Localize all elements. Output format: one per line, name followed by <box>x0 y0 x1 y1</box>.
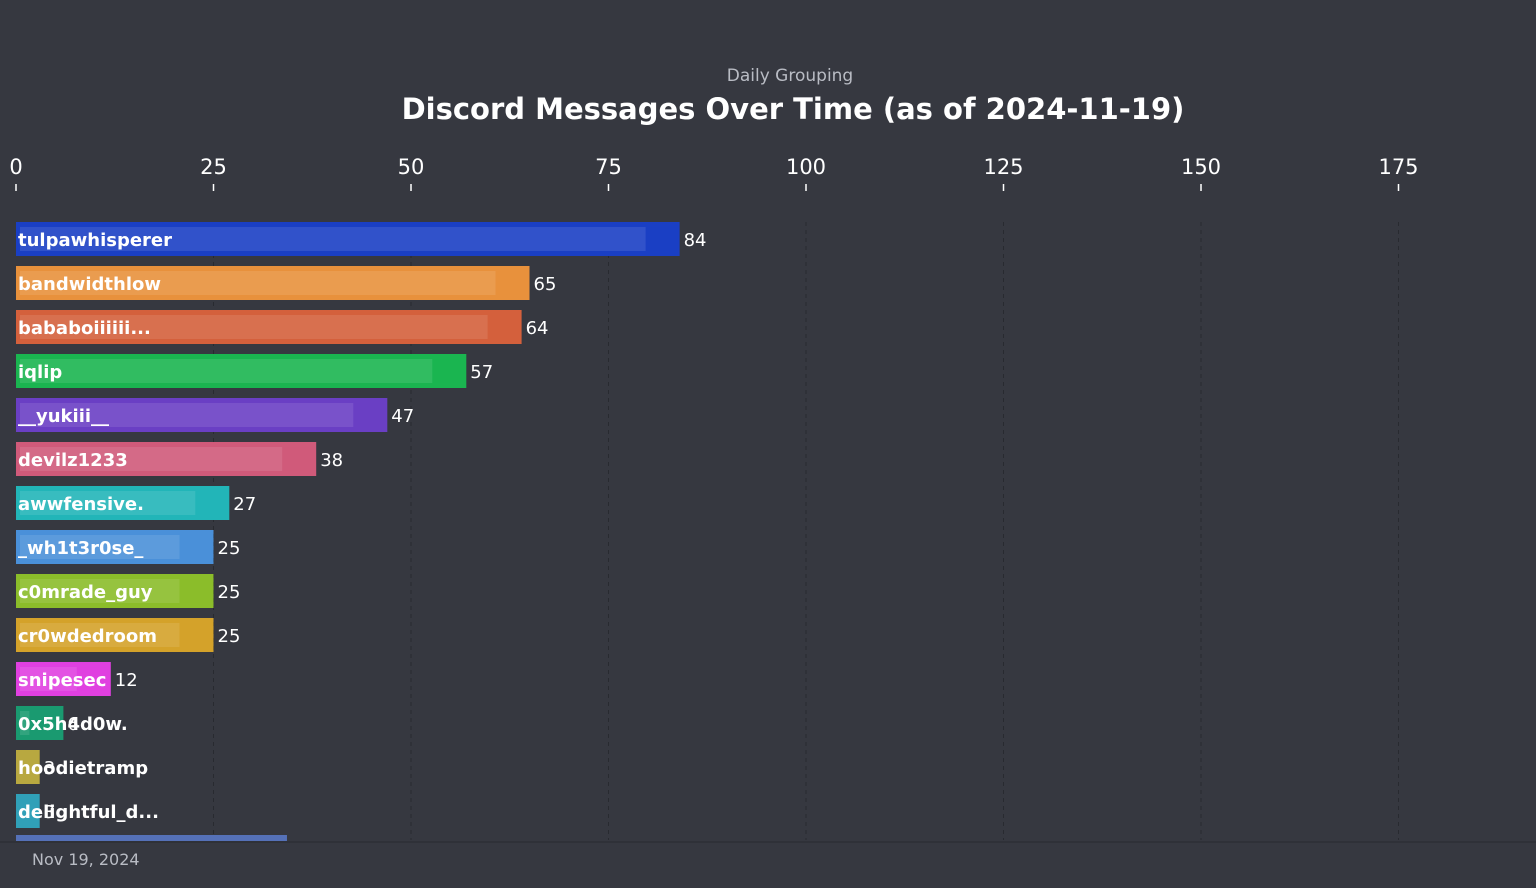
bar <box>16 310 522 344</box>
bar-value-label: 25 <box>218 538 241 559</box>
partial-bar-group <box>0 835 1536 888</box>
bar-highlight <box>20 403 354 427</box>
bar-value-label: 12 <box>115 670 138 691</box>
chart-title: Discord Messages Over Time (as of 2024-1… <box>402 92 1185 126</box>
bar <box>16 794 40 828</box>
x-tick-label: 150 <box>1181 155 1221 179</box>
bar-category-label: c0mrade_guy <box>18 582 153 603</box>
x-tick-label: 100 <box>786 155 826 179</box>
bar-value-label: 25 <box>218 582 241 603</box>
bar <box>16 662 111 696</box>
x-tick-label: 175 <box>1378 155 1418 179</box>
bar-value-label: 38 <box>320 450 343 471</box>
bar-value-label: 27 <box>233 494 256 515</box>
bar-category-label: 0x5h4d0w. <box>18 714 128 735</box>
bar <box>16 442 317 476</box>
x-tick-label: 50 <box>398 155 425 179</box>
bar-category-label: tulpawhisperer <box>18 230 172 251</box>
bar-category-label: bababoiiiiii... <box>18 318 151 339</box>
bar-category-label: __yukiii__ <box>18 406 109 427</box>
bar-value-label: 65 <box>534 274 557 295</box>
bar-category-label: delightful_d... <box>18 802 159 823</box>
bar-value-label: 3 <box>44 758 55 779</box>
bar-highlight <box>20 315 488 339</box>
bar-category-label: cr0wdedroom <box>18 626 157 647</box>
x-axis: 0 25 50 75 100 125 150 175 <box>9 155 1419 840</box>
x-tick-label: 75 <box>595 155 622 179</box>
bar-value-label: 3 <box>44 802 55 823</box>
bar <box>16 530 214 564</box>
x-tick-label: 0 <box>9 155 22 179</box>
bar <box>16 398 388 432</box>
bar-highlight <box>20 227 646 251</box>
bars: tulpawhisperer 84 bandwidthlow 65 bababoiiii… <box>16 222 707 828</box>
bar <box>16 750 40 784</box>
bar-category-label: _wh1t3r0se_ <box>18 538 143 559</box>
bar <box>16 222 680 256</box>
bar-highlight <box>20 711 30 735</box>
bar-value-label: 64 <box>526 318 549 339</box>
x-tick-label: 125 <box>983 155 1023 179</box>
bar-highlight <box>20 447 283 471</box>
bar-highlight <box>20 667 77 691</box>
bar <box>16 354 467 388</box>
bar-highlight <box>20 491 196 515</box>
chart-subtitle: Daily Grouping <box>727 66 853 86</box>
bar-value-label: 47 <box>391 406 414 427</box>
bar <box>16 618 214 652</box>
bar-category-label: snipesec <box>18 670 106 691</box>
x-tick-label: 25 <box>200 155 227 179</box>
bar-highlight <box>20 359 433 383</box>
bar-highlight <box>20 579 180 603</box>
date-label: Nov 19, 2024 <box>32 850 140 869</box>
bar-value-label: 84 <box>684 230 707 251</box>
bar-highlight <box>20 271 496 295</box>
bar-value-label: 6 <box>67 714 78 735</box>
bar <box>16 266 530 300</box>
bar-category-label: iqlip <box>18 362 62 383</box>
bar-value-label: 57 <box>470 362 493 383</box>
bar <box>16 486 230 520</box>
bar-category-label: awwfensive. <box>18 494 144 515</box>
bar <box>16 574 214 608</box>
bar-category-label: devilz1233 <box>18 450 128 471</box>
bar-value-label: 25 <box>218 626 241 647</box>
bar-highlight <box>20 623 180 647</box>
bar-category-label: hoodietramp <box>18 758 148 779</box>
partial-bar <box>16 835 287 841</box>
bar-highlight <box>20 535 180 559</box>
footer-band <box>0 841 1536 888</box>
bar <box>16 706 64 740</box>
bar-category-label: bandwidthlow <box>18 274 161 295</box>
